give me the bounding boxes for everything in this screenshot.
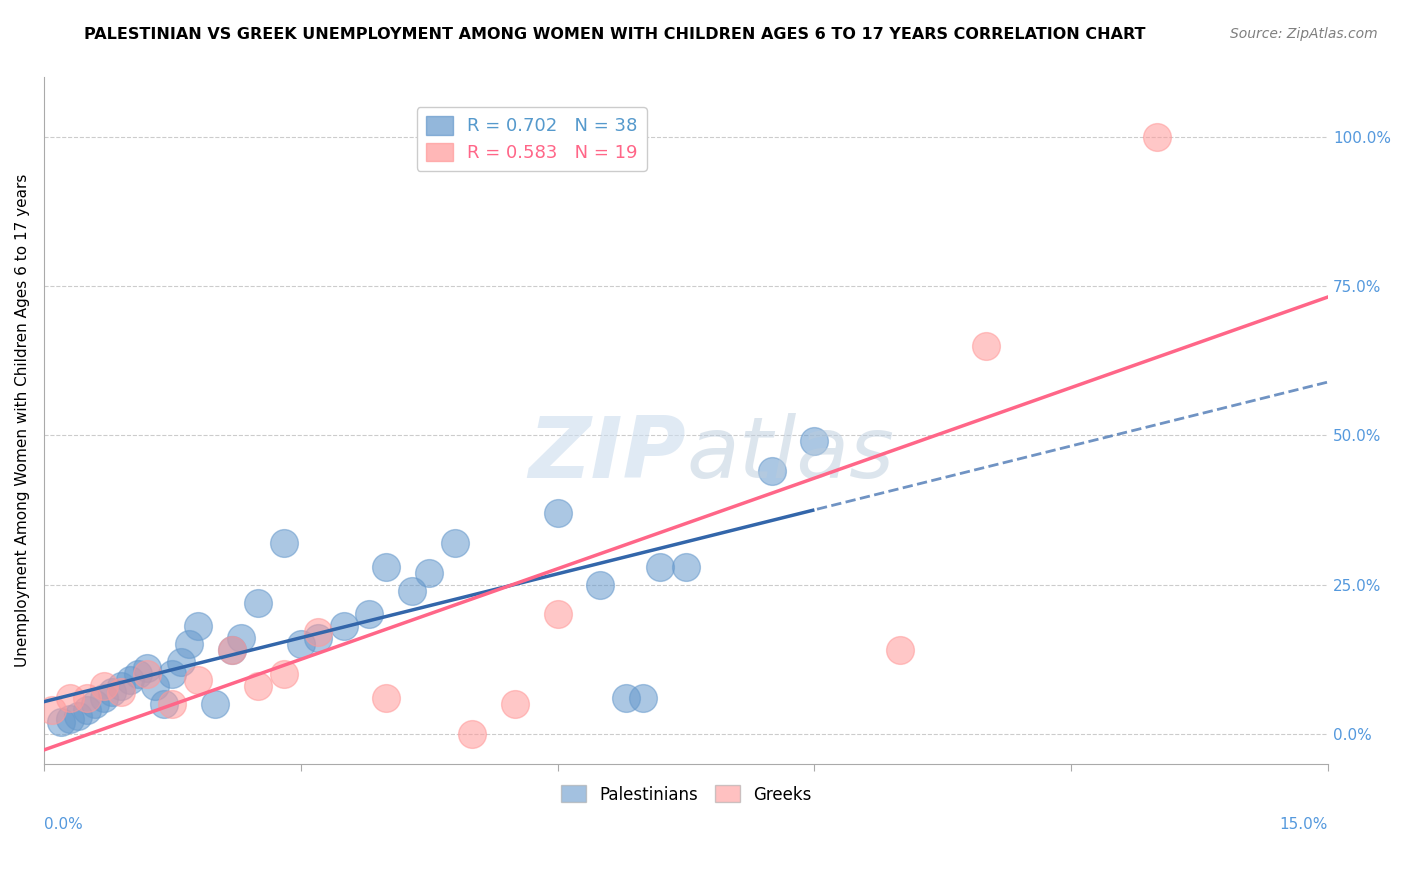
Point [307,625,329,640]
Point [974,339,997,353]
Point [547,506,569,520]
Point [444,536,467,550]
Point [359,607,381,622]
Point [143,679,166,693]
Point [110,679,132,693]
Point [889,643,911,657]
Point [118,673,141,687]
Point [41,703,63,717]
Point [135,667,157,681]
Point [67,709,90,723]
Point [76,691,98,706]
Point [332,619,354,633]
Text: 0.0%: 0.0% [44,817,83,832]
Point [221,643,243,657]
Point [76,703,98,717]
Point [84,697,107,711]
Legend: R = 0.702   N = 38, R = 0.583   N = 19: R = 0.702 N = 38, R = 0.583 N = 19 [416,107,647,171]
Point [1146,130,1168,145]
Point [101,685,124,699]
Point [401,583,423,598]
Text: 15.0%: 15.0% [1279,817,1329,832]
Point [461,727,484,741]
Point [221,643,243,657]
Point [589,577,612,591]
Point [58,712,80,726]
Point [162,667,184,681]
Point [49,714,72,729]
Point [375,559,398,574]
Point [93,691,115,706]
Text: Source: ZipAtlas.com: Source: ZipAtlas.com [1230,27,1378,41]
Y-axis label: Unemployment Among Women with Children Ages 6 to 17 years: Unemployment Among Women with Children A… [15,174,30,667]
Point [418,566,440,580]
Point [162,697,184,711]
Point [375,691,398,706]
Point [246,595,269,609]
Point [761,464,783,478]
Point [503,697,526,711]
Point [675,559,697,574]
Text: PALESTINIAN VS GREEK UNEMPLOYMENT AMONG WOMEN WITH CHILDREN AGES 6 TO 17 YEARS C: PALESTINIAN VS GREEK UNEMPLOYMENT AMONG … [84,27,1146,42]
Point [229,632,252,646]
Point [650,559,672,574]
Point [290,637,312,651]
Text: atlas: atlas [686,413,894,496]
Point [58,691,80,706]
Point [204,697,226,711]
Point [614,691,637,706]
Point [152,697,174,711]
Point [187,673,209,687]
Text: ZIP: ZIP [529,413,686,496]
Point [127,667,149,681]
Point [170,655,193,669]
Point [273,667,295,681]
Point [93,679,115,693]
Point [631,691,654,706]
Point [110,685,132,699]
Point [803,434,825,449]
Point [187,619,209,633]
Point [246,679,269,693]
Point [547,607,569,622]
Point [135,661,157,675]
Point [307,632,329,646]
Point [273,536,295,550]
Point [179,637,201,651]
